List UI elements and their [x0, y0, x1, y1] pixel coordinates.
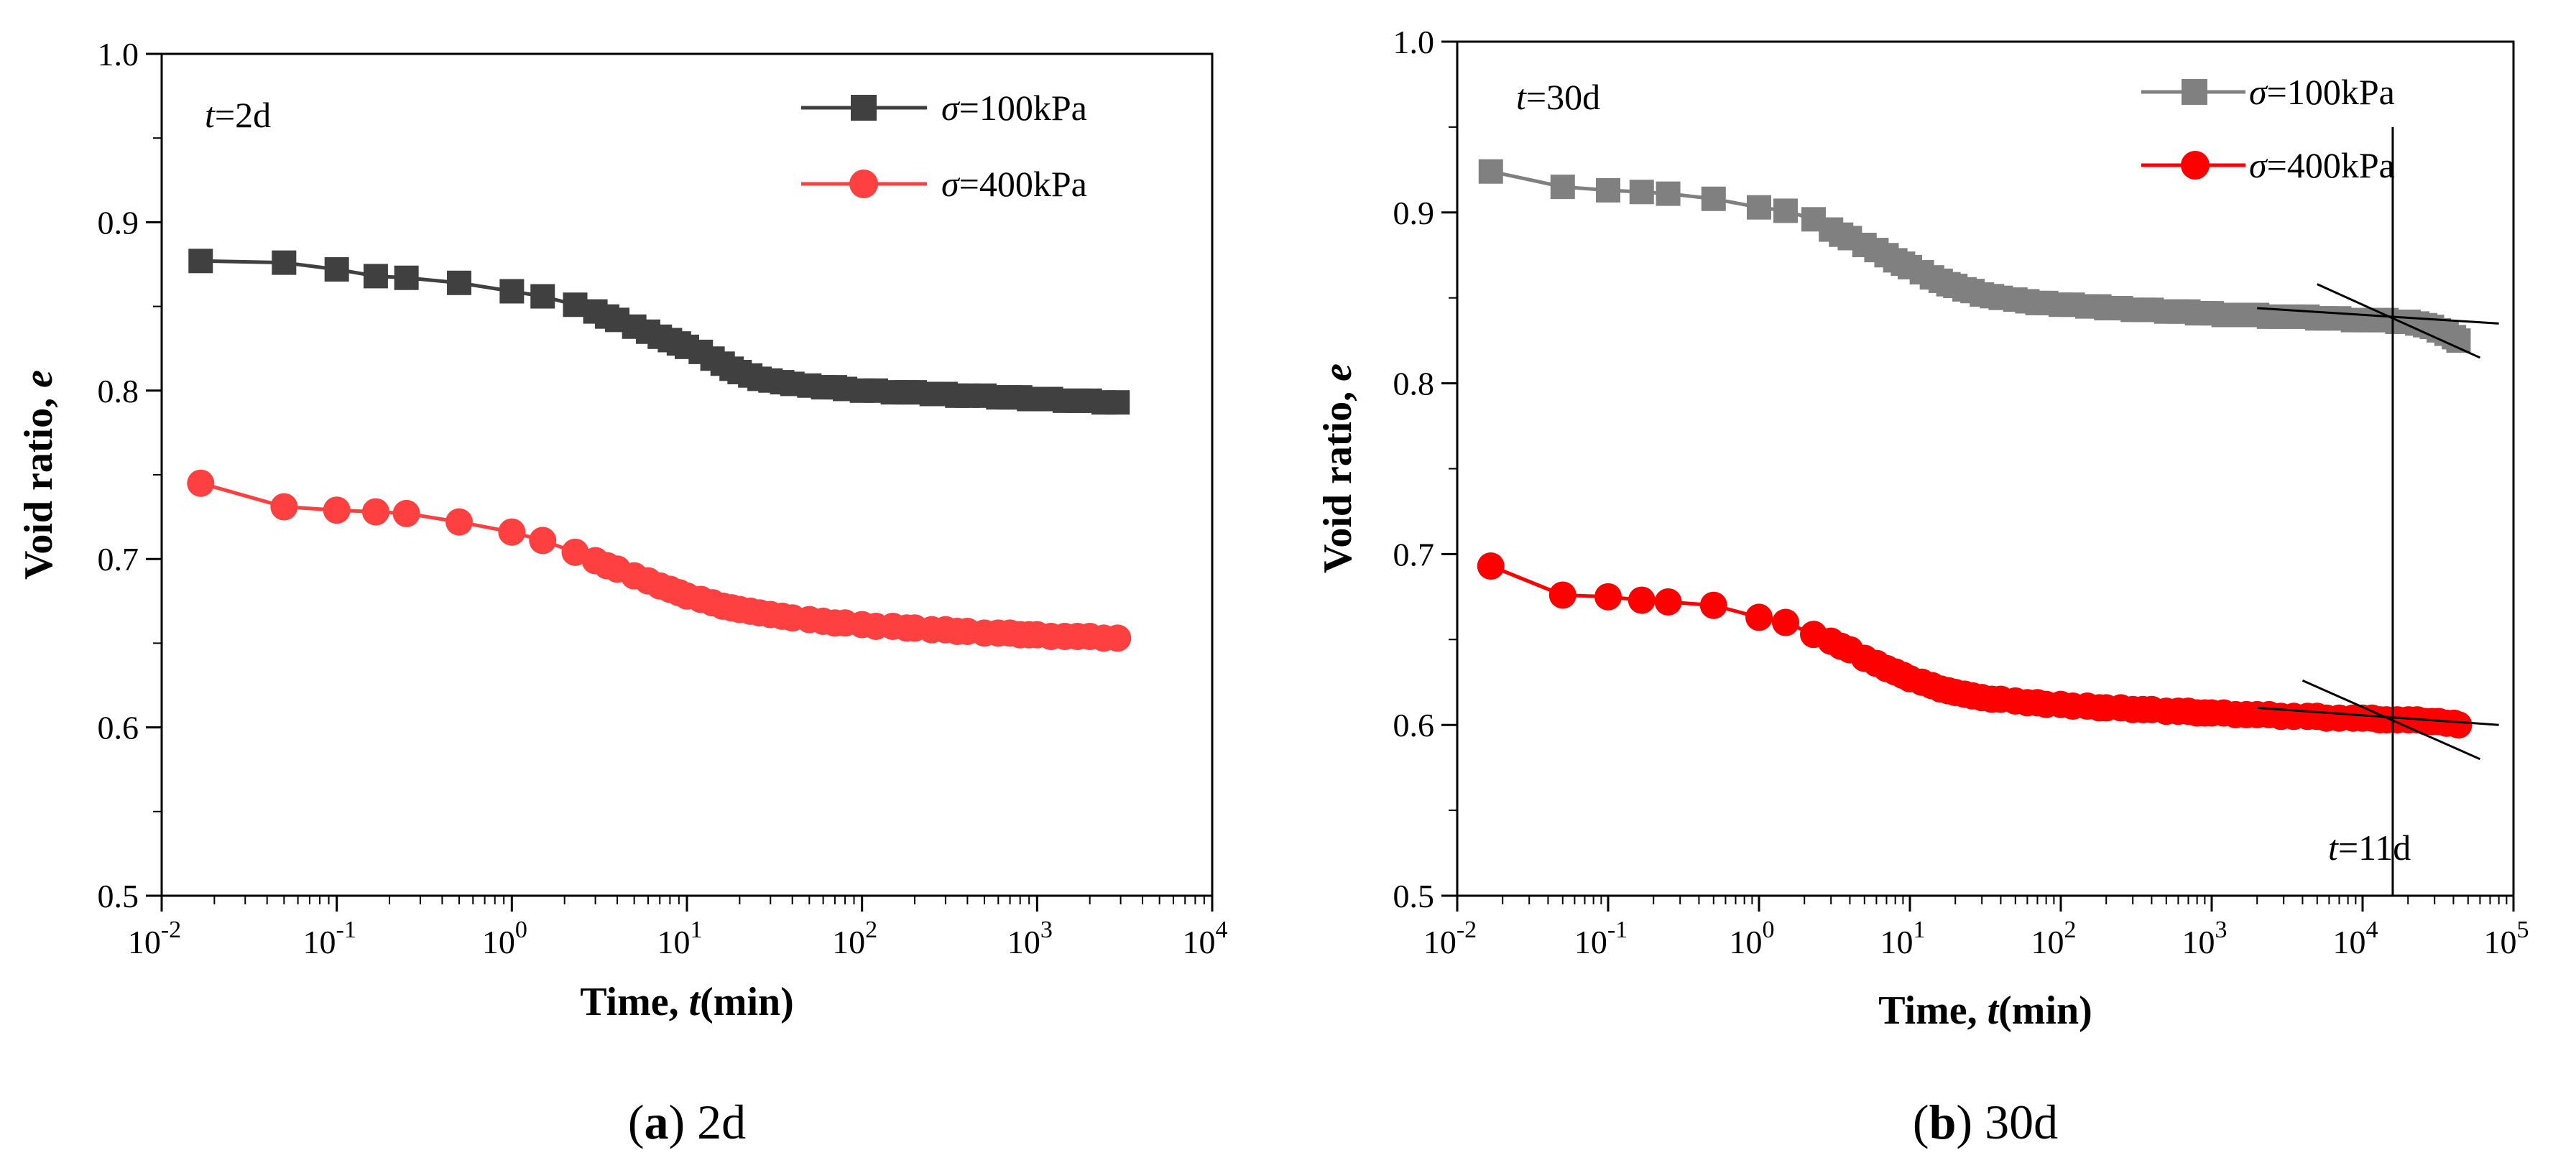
- legend-a-label-400: σ=400kPa: [941, 164, 1087, 204]
- y-tick-label-b-0: 0.5: [1393, 878, 1435, 914]
- caption-a: (a) 2d: [628, 1095, 746, 1149]
- x-tick-label-b-5: 105: [2484, 917, 2529, 960]
- caption-b-letter: b: [1929, 1095, 1957, 1149]
- y-tick-label-b-3: 0.8: [1393, 366, 1435, 402]
- legend-b: σ=100kPa σ=400kPa: [2141, 72, 2395, 185]
- data-point-b-0: [1747, 195, 1771, 220]
- y-axis-title-b: Void ratio, e: [1316, 363, 1360, 573]
- x-tick-label-a--1: 10-1: [303, 917, 356, 960]
- legend-b-label-100: σ=100kPa: [2249, 72, 2395, 112]
- data-point-a-1: [187, 469, 215, 497]
- y-tick-label-b-1: 0.6: [1393, 707, 1435, 743]
- data-point-a-0: [394, 265, 419, 290]
- x-tick-label-b-2: 102: [2031, 917, 2077, 960]
- legend-b-marker-100: [2182, 79, 2207, 105]
- x-axis-title-b: Time, t(min): [1878, 988, 2092, 1033]
- x-tick-label-b--1: 10-1: [1574, 917, 1628, 960]
- data-point-a-0: [530, 284, 555, 309]
- data-point-b-0: [1773, 198, 1798, 223]
- caption-b: (b) 30d: [1913, 1095, 2058, 1149]
- data-point-b-0: [1550, 175, 1575, 200]
- x-tick-label-b-4: 104: [2333, 917, 2378, 960]
- data-point-a-0: [1105, 390, 1130, 415]
- data-point-b-1: [1699, 591, 1727, 619]
- data-point-b-1: [1745, 603, 1773, 631]
- y-tick-label-a-2: 0.7: [98, 541, 139, 578]
- data-point-b-1: [1654, 588, 1682, 616]
- data-point-a-0: [446, 270, 471, 295]
- legend-a: σ=100kPa σ=400kPa: [801, 88, 1087, 204]
- x-tick-label-b-1: 101: [1880, 917, 1926, 960]
- caption-b-text: 30d: [1972, 1095, 2058, 1149]
- legend-b-marker-400: [2181, 151, 2210, 180]
- tangent-line-b-1: [2317, 283, 2481, 359]
- legend-a-marker-400: [849, 170, 878, 198]
- legend-a-marker-100: [851, 95, 877, 121]
- panel-a: 10-2 10-1 100 101 102 103 104 0.5 0.6 0.7 0.8 0.9 1.…: [17, 36, 1228, 1149]
- y-tick-label-a-0: 0.5: [98, 878, 139, 914]
- data-point-b-0: [1656, 181, 1681, 206]
- data-point-a-1: [361, 498, 389, 526]
- annotation-b-11d: t=11d: [2328, 827, 2411, 868]
- data-point-b-0: [1701, 186, 1726, 211]
- data-point-a-0: [188, 249, 213, 274]
- data-point-a-0: [272, 250, 297, 275]
- data-point-a-1: [270, 493, 298, 521]
- data-point-a-1: [498, 518, 526, 546]
- x-tick-label-a-1: 101: [657, 917, 703, 960]
- y-tick-label-a-5: 1.0: [98, 36, 139, 73]
- data-point-b-1: [1628, 586, 1656, 614]
- panel-b: 10-2 10-1 100 101 102 103 104 105 0.5 0.6 0.7 0.8 0.…: [1316, 24, 2529, 1149]
- y-tick-label-a-3: 0.8: [98, 373, 139, 409]
- annotation-a: t=2d: [205, 95, 271, 135]
- y-tick-label-a-1: 0.6: [98, 710, 139, 746]
- data-point-a-0: [363, 264, 388, 289]
- y-tick-label-b-4: 0.9: [1393, 195, 1435, 231]
- data-point-b-1: [1771, 608, 1799, 636]
- data-point-a-1: [1104, 624, 1132, 652]
- data-point-a-1: [529, 527, 557, 555]
- data-point-a-1: [323, 496, 351, 524]
- data-point-b-0: [1629, 180, 1654, 205]
- data-point-b-0: [1596, 177, 1620, 203]
- data-point-a-1: [445, 508, 473, 536]
- tangent-line-b-2: [2257, 706, 2499, 726]
- caption-a-letter: a: [645, 1095, 669, 1149]
- annotation-b: t=30d: [1516, 77, 1600, 117]
- x-tick-label-a-3: 103: [1007, 917, 1053, 960]
- y-tick-label-b-5: 1.0: [1393, 24, 1435, 60]
- x-tick-label-a--2: 10-2: [128, 917, 181, 960]
- data-point-a-0: [324, 257, 349, 282]
- x-tick-label-a-0: 100: [482, 917, 527, 960]
- tangent-line-b-0: [2257, 307, 2499, 325]
- data-point-a-0: [499, 279, 525, 304]
- legend-b-label-400: σ=400kPa: [2249, 145, 2395, 185]
- caption-a-text: 2d: [685, 1095, 746, 1149]
- data-point-b-1: [2445, 711, 2473, 739]
- x-tick-label-b--2: 10-2: [1423, 917, 1477, 960]
- x-tick-label-a-4: 104: [1183, 917, 1228, 960]
- data-point-b-1: [1477, 552, 1505, 580]
- data-point-a-1: [392, 499, 420, 527]
- data-point-b-1: [1594, 583, 1622, 611]
- y-tick-label-b-2: 0.7: [1393, 536, 1435, 572]
- x-tick-label-b-3: 103: [2182, 917, 2228, 960]
- x-tick-label-b-0: 100: [1730, 917, 1775, 960]
- data-point-b-0: [1478, 159, 1503, 184]
- y-axis-title-a: Void ratio, e: [17, 370, 61, 580]
- data-point-b-1: [1548, 581, 1576, 609]
- x-axis-title-a: Time, t(min): [580, 980, 794, 1024]
- legend-a-label-100: σ=100kPa: [941, 88, 1087, 128]
- x-tick-label-a-2: 102: [832, 917, 877, 960]
- tangent-line-b-3: [2302, 680, 2481, 761]
- y-tick-label-a-4: 0.9: [98, 204, 139, 241]
